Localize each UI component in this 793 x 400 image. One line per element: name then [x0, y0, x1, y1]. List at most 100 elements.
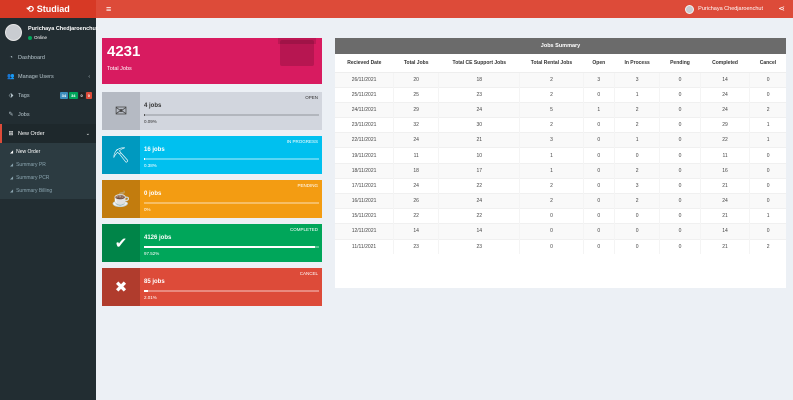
table-cell: 1 — [519, 162, 584, 179]
column-header[interactable]: Pending — [659, 54, 701, 73]
table-cell: 26/11/2021 — [335, 71, 394, 88]
sidebar-item-label: Manage Users — [18, 73, 54, 80]
coffee-icon: ☕ — [102, 180, 140, 218]
status-count: 0 jobs — [144, 191, 162, 197]
table-cell: 2 — [519, 192, 584, 209]
table-cell: 0 — [659, 192, 701, 209]
progress-bar — [144, 114, 319, 116]
table-cell: 0 — [749, 71, 786, 88]
column-header[interactable]: Recieved Date — [335, 54, 394, 73]
table-cell: 25/11/2021 — [335, 86, 394, 103]
table-cell: 2 — [614, 101, 660, 118]
table-cell: 2 — [519, 71, 584, 88]
table-cell: 19/11/2021 — [335, 147, 394, 164]
table-cell: 24 — [438, 192, 520, 209]
table-cell: 11 — [699, 147, 750, 164]
table-cell: 0 — [659, 132, 701, 148]
hamburger-icon[interactable]: ≡ — [106, 4, 112, 14]
avatar — [685, 4, 695, 14]
table-cell: 24 — [393, 132, 439, 148]
sub-arrow-icon: ◢ — [10, 175, 14, 180]
table-cell: 3 — [519, 132, 584, 148]
table-cell: 24 — [438, 101, 520, 118]
table-cell: 0 — [614, 223, 660, 240]
table-cell: 21 — [699, 208, 750, 224]
table-cell: 0 — [659, 147, 701, 164]
table-cell: 3 — [614, 71, 660, 88]
progress-bar — [144, 202, 319, 204]
table-row: 25/11/2021 25 23 2 0 1 0 24 0 — [335, 86, 786, 103]
share-icon[interactable]: ⋖ — [778, 4, 785, 13]
jobs-summary-title: Jobs Summary — [335, 38, 786, 54]
table-cell: 2 — [614, 192, 660, 209]
table-cell: 26 — [393, 192, 439, 209]
table-row: 18/11/2021 18 17 1 0 2 0 16 0 — [335, 162, 786, 179]
badge-black: 0 — [78, 92, 85, 99]
sidebar-item-dashboard[interactable]: ◔ Dashboard — [0, 48, 96, 67]
sidebar-item-tags[interactable]: ⬗ Tags 34 34 0 0 — [0, 86, 96, 105]
table-cell: 0 — [749, 162, 786, 179]
table-cell: 1 — [614, 132, 660, 148]
users-icon: 👥 — [7, 74, 15, 80]
table-cell: 2 — [749, 101, 786, 118]
progress-fill — [144, 290, 148, 292]
column-header[interactable]: Open — [583, 54, 615, 73]
column-header[interactable]: Cancel — [749, 54, 786, 73]
table-cell: 0 — [582, 117, 615, 133]
table-cell: 2 — [749, 238, 786, 255]
table-cell: 22 — [438, 177, 520, 194]
status-count: 4126 jobs — [144, 235, 172, 241]
status-count: 4 jobs — [144, 103, 162, 109]
table-row: 26/11/2021 20 18 2 3 3 0 14 0 — [335, 71, 786, 88]
tag-icon: ⬗ — [8, 93, 14, 99]
column-header[interactable]: Completed — [700, 54, 750, 73]
status-label: IN PROGRESS — [286, 139, 318, 144]
column-header[interactable]: Total Rental Jobs — [519, 54, 584, 73]
user-menu[interactable]: Purichaya Chedjaroenchut — [685, 3, 763, 15]
submenu-item-summary-pr[interactable]: ◢ Summary PR — [0, 158, 96, 171]
sidebar-item-label: Dashboard — [18, 54, 45, 61]
table-cell: 0 — [582, 132, 615, 148]
top-navbar: ⟲ Studiad ≡ Purichaya Chedjaroenchut ⋖ — [0, 0, 793, 18]
sub-arrow-icon: ◢ — [10, 149, 14, 154]
table-cell: 14 — [699, 71, 750, 88]
table-cell: 0 — [519, 223, 584, 240]
table-cell: 25 — [393, 86, 439, 103]
table-cell: 0 — [614, 238, 660, 255]
status-percent: 2.01% — [144, 295, 157, 300]
badge-blue: 34 — [59, 92, 69, 99]
badge-red: 0 — [85, 92, 92, 99]
table-cell: 15/11/2021 — [335, 208, 394, 224]
table-cell: 18/11/2021 — [335, 162, 394, 179]
envelope-icon: ✉ — [102, 92, 140, 130]
sidebar-item-new-order[interactable]: ⊞ New Order ⌄ — [0, 124, 96, 143]
table-cell: 23 — [438, 238, 520, 255]
avatar — [5, 24, 22, 41]
brand-logo[interactable]: ⟲ Studiad — [0, 0, 96, 18]
status-label: OPEN — [305, 95, 318, 100]
submenu-item-label: Summary PCR — [16, 174, 50, 181]
table-cell: 29 — [393, 101, 439, 118]
submenu-item-summary-pcr[interactable]: ◢ Summary PCR — [0, 171, 96, 184]
column-header[interactable]: In Process — [614, 54, 660, 73]
table-cell: 17/11/2021 — [335, 177, 394, 194]
submenu: ◢ New Order ◢ Summary PR ◢ Summary PCR ◢… — [0, 143, 96, 199]
column-header[interactable]: Total Jobs — [393, 54, 439, 73]
jobs-summary-panel: Jobs Summary Recieved Date Total Jobs To… — [335, 38, 786, 288]
table-cell: 0 — [582, 177, 615, 194]
table-cell: 0 — [582, 162, 615, 179]
table-cell: 0 — [659, 86, 701, 103]
table-cell: 24/11/2021 — [335, 101, 394, 118]
sidebar-item-jobs[interactable]: ✎ Jobs — [0, 105, 96, 124]
table-cell: 2 — [614, 117, 660, 133]
check-icon: ✔ — [102, 224, 140, 262]
table-cell: 0 — [519, 208, 584, 224]
sidebar-item-manage-users[interactable]: 👥 Manage Users ‹ — [0, 67, 96, 86]
submenu-item-new-order[interactable]: ◢ New Order — [0, 145, 96, 158]
column-header[interactable]: Total CE Support Jobs — [438, 54, 520, 73]
table-cell: 0 — [659, 238, 701, 255]
user-status-label: Online — [34, 35, 48, 40]
submenu-item-summary-billing[interactable]: ◢ Summary Billing — [0, 184, 96, 197]
table-cell: 22 — [438, 208, 520, 224]
status-label: PENDING — [297, 183, 318, 188]
